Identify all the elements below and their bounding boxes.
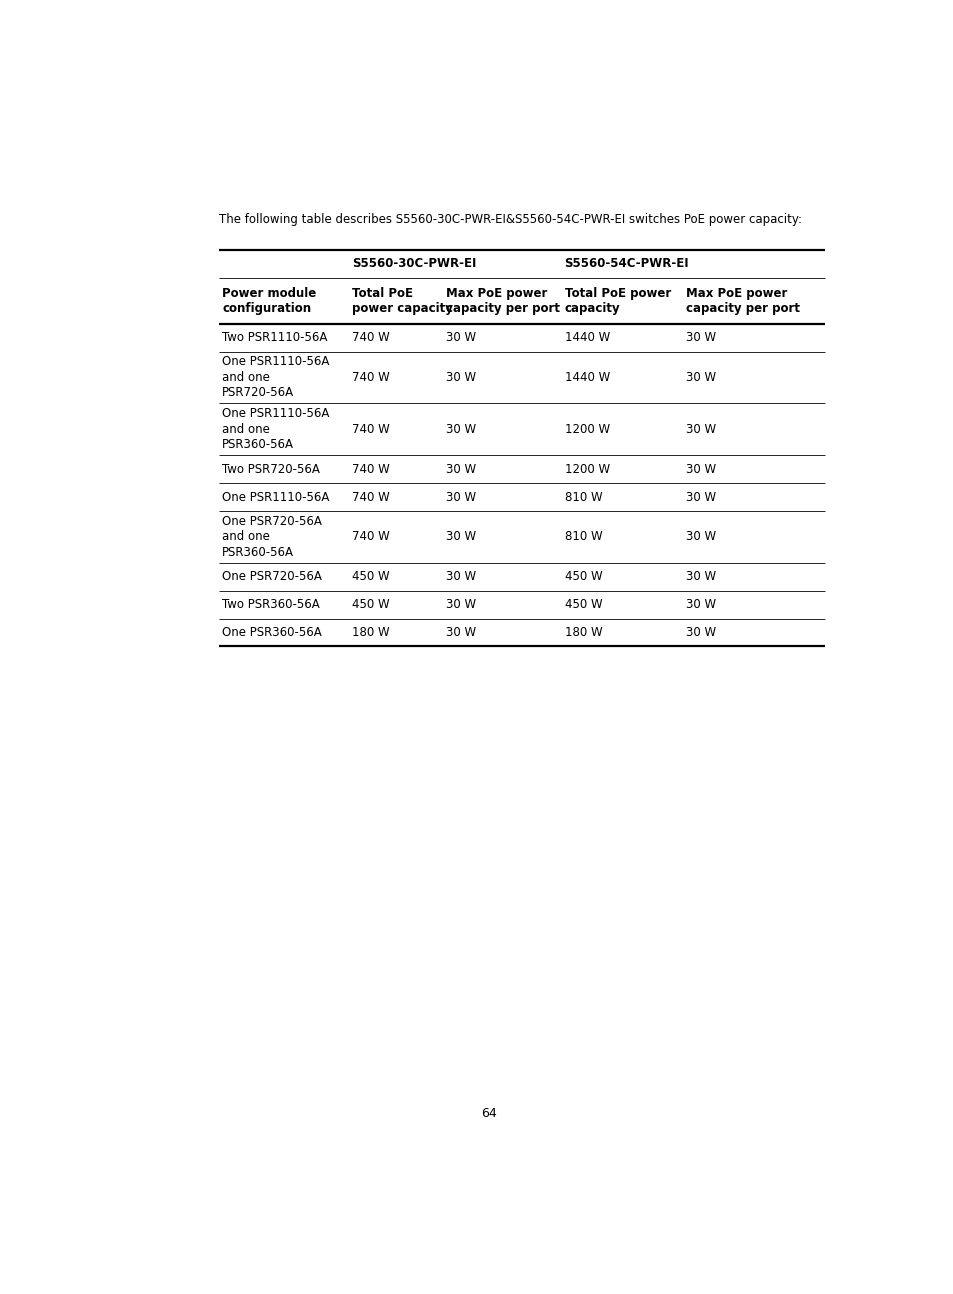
Text: One PSR720-56A
and one
PSR360-56A: One PSR720-56A and one PSR360-56A	[222, 515, 321, 559]
Text: 30 W: 30 W	[685, 490, 715, 503]
Text: 30 W: 30 W	[446, 531, 476, 543]
Text: One PSR1110-56A
and one
PSR360-56A: One PSR1110-56A and one PSR360-56A	[222, 408, 329, 452]
Text: 64: 64	[480, 1108, 497, 1121]
Text: 30 W: 30 W	[446, 371, 476, 384]
Text: 30 W: 30 W	[446, 571, 476, 584]
Text: 810 W: 810 W	[564, 490, 601, 503]
Text: 450 W: 450 W	[352, 571, 390, 584]
Text: Total PoE
power capacity: Total PoE power capacity	[352, 286, 453, 314]
Text: Max PoE power
capacity per port: Max PoE power capacity per port	[446, 286, 559, 314]
Text: 740 W: 740 W	[352, 490, 390, 503]
Text: 740 W: 740 W	[352, 531, 390, 543]
Text: Max PoE power
capacity per port: Max PoE power capacity per port	[685, 286, 799, 314]
Text: 30 W: 30 W	[446, 626, 476, 639]
Text: 1440 W: 1440 W	[564, 371, 609, 384]
Text: Total PoE power
capacity: Total PoE power capacity	[564, 286, 670, 314]
Text: 30 W: 30 W	[685, 463, 715, 476]
Text: 740 W: 740 W	[352, 331, 390, 344]
Text: 450 W: 450 W	[352, 598, 390, 611]
Text: 450 W: 450 W	[564, 598, 601, 611]
Text: 180 W: 180 W	[564, 626, 601, 639]
Text: 30 W: 30 W	[446, 463, 476, 476]
Text: 740 W: 740 W	[352, 463, 390, 476]
Text: 1440 W: 1440 W	[564, 331, 609, 344]
Text: 30 W: 30 W	[446, 331, 476, 344]
Text: 30 W: 30 W	[446, 598, 476, 611]
Text: 1200 W: 1200 W	[564, 423, 609, 436]
Text: Two PSR720-56A: Two PSR720-56A	[222, 463, 319, 476]
Text: S5560-54C-PWR-EI: S5560-54C-PWR-EI	[564, 258, 688, 270]
Text: Two PSR360-56A: Two PSR360-56A	[222, 598, 319, 611]
Text: 30 W: 30 W	[685, 598, 715, 611]
Text: 30 W: 30 W	[685, 571, 715, 584]
Text: One PSR720-56A: One PSR720-56A	[222, 571, 321, 584]
Text: 30 W: 30 W	[446, 490, 476, 503]
Text: S5560-30C-PWR-EI: S5560-30C-PWR-EI	[352, 258, 476, 270]
Text: 30 W: 30 W	[685, 626, 715, 639]
Text: One PSR360-56A: One PSR360-56A	[222, 626, 321, 639]
Text: One PSR1110-56A: One PSR1110-56A	[222, 490, 329, 503]
Text: 30 W: 30 W	[685, 371, 715, 384]
Text: Power module
configuration: Power module configuration	[222, 286, 316, 314]
Text: 30 W: 30 W	[446, 423, 476, 436]
Text: 1200 W: 1200 W	[564, 463, 609, 476]
Text: 450 W: 450 W	[564, 571, 601, 584]
Text: One PSR1110-56A
and one
PSR720-56A: One PSR1110-56A and one PSR720-56A	[222, 356, 329, 400]
Text: The following table describes S5560-30C-PWR-EI&S5560-54C-PWR-EI switches PoE pow: The following table describes S5560-30C-…	[219, 214, 801, 226]
Text: 810 W: 810 W	[564, 531, 601, 543]
Text: Two PSR1110-56A: Two PSR1110-56A	[222, 331, 327, 344]
Text: 30 W: 30 W	[685, 423, 715, 436]
Text: 30 W: 30 W	[685, 531, 715, 543]
Text: 180 W: 180 W	[352, 626, 390, 639]
Text: 30 W: 30 W	[685, 331, 715, 344]
Text: 740 W: 740 W	[352, 371, 390, 384]
Text: 740 W: 740 W	[352, 423, 390, 436]
